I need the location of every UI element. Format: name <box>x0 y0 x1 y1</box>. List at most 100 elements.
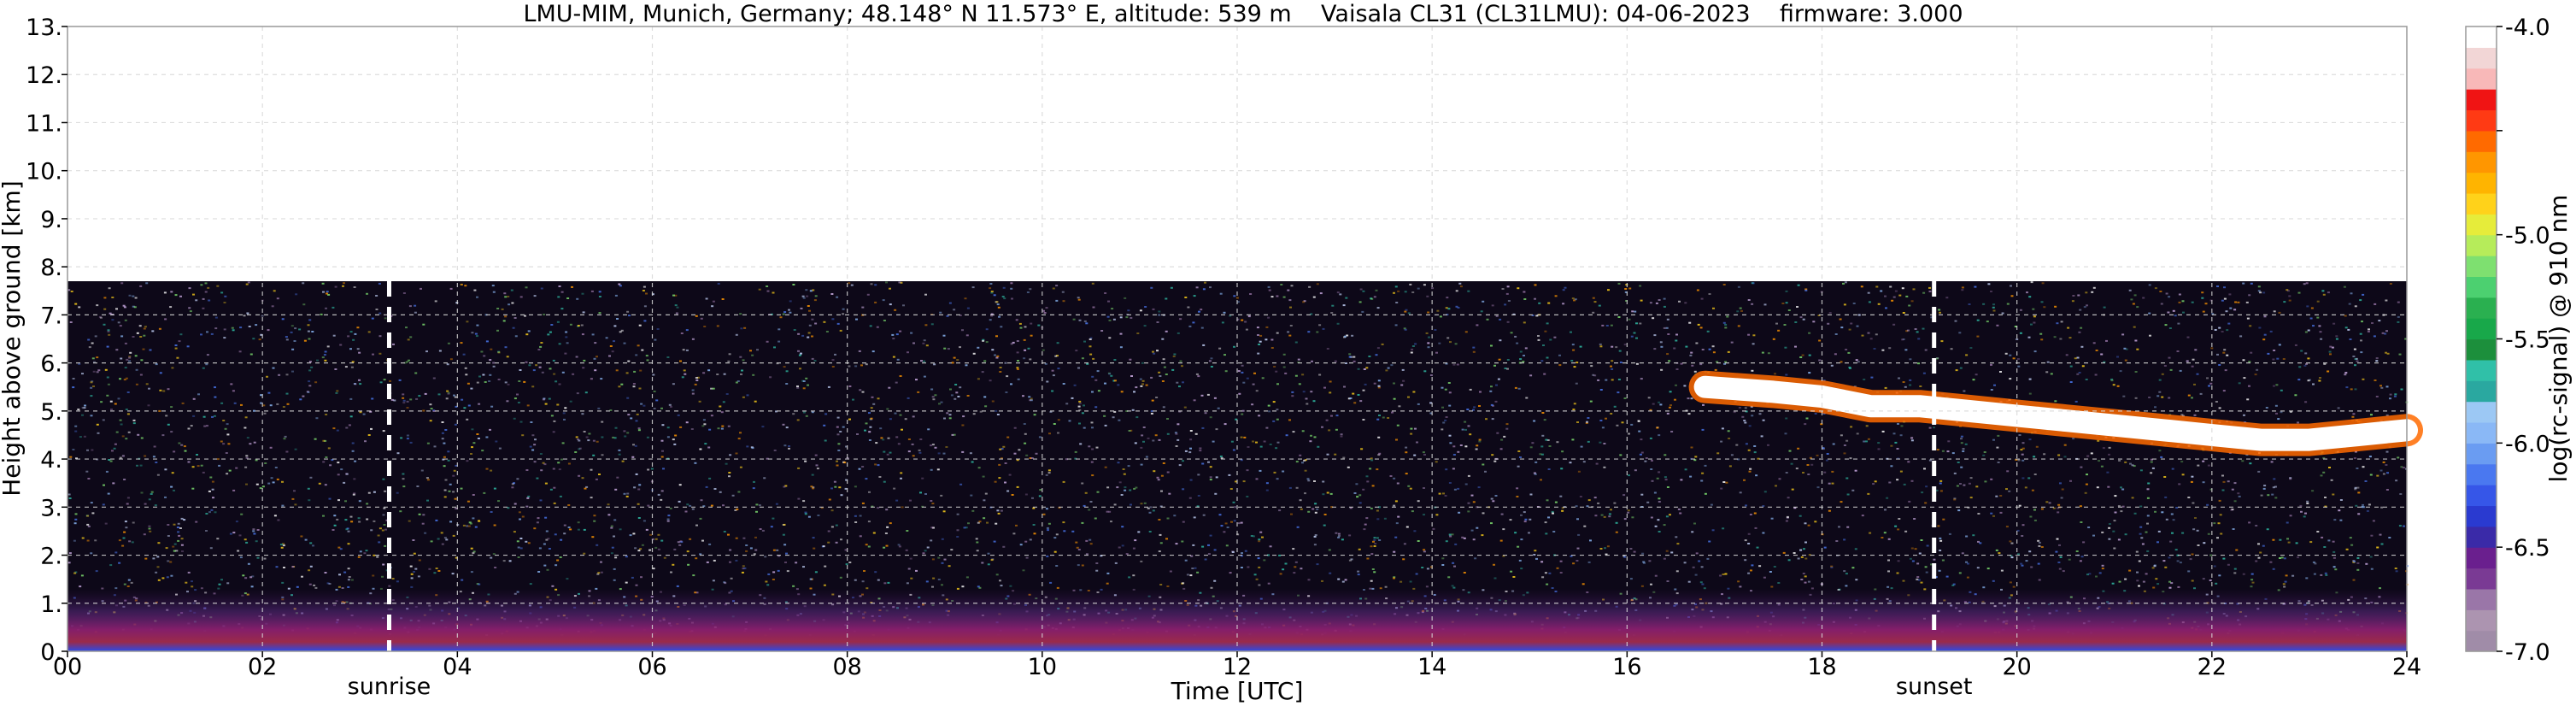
noise-speck <box>755 503 759 506</box>
noise-speck <box>2158 391 2162 393</box>
noise-speck <box>1467 502 1470 504</box>
noise-speck <box>2284 580 2287 583</box>
noise-speck <box>2272 568 2275 570</box>
noise-speck <box>892 338 895 340</box>
noise-speck <box>1587 417 1590 419</box>
noise-speck <box>1939 482 1942 485</box>
noise-speck <box>1425 332 1429 334</box>
noise-speck <box>1449 535 1452 538</box>
noise-speck <box>1027 347 1030 350</box>
noise-speck <box>1279 573 1282 575</box>
noise-speck <box>455 464 458 467</box>
noise-speck <box>977 467 981 469</box>
noise-speck <box>694 462 697 464</box>
noise-speck <box>1652 403 1655 405</box>
noise-speck <box>2251 581 2255 584</box>
noise-speck <box>543 463 547 466</box>
noise-speck <box>1385 369 1388 372</box>
noise-speck <box>94 539 97 542</box>
noise-speck <box>543 564 547 567</box>
noise-speck <box>674 294 678 297</box>
noise-speck <box>1748 425 1752 427</box>
noise-speck <box>547 538 550 540</box>
noise-speck <box>1276 383 1279 385</box>
noise-speck <box>1983 451 1986 453</box>
noise-speck <box>1015 319 1018 321</box>
noise-speck <box>1257 352 1260 355</box>
noise-speck <box>1464 331 1468 333</box>
noise-speck <box>740 327 743 330</box>
noise-speck <box>1365 367 1369 369</box>
noise-speck <box>1047 472 1051 474</box>
noise-speck <box>1002 286 1006 289</box>
noise-speck <box>1630 423 1634 426</box>
noise-speck <box>1100 555 1103 557</box>
noise-speck <box>1953 472 1957 474</box>
noise-speck <box>2130 298 2133 301</box>
noise-speck <box>668 403 672 406</box>
noise-speck <box>1077 564 1080 567</box>
noise-speck <box>2133 512 2137 515</box>
noise-speck <box>220 291 224 294</box>
noise-speck <box>1965 354 1969 356</box>
noise-speck <box>1540 561 1544 563</box>
noise-speck <box>326 345 330 348</box>
noise-speck <box>202 367 205 369</box>
noise-speck <box>1467 474 1470 477</box>
noise-speck <box>1284 372 1288 374</box>
noise-speck <box>886 408 889 410</box>
noise-speck <box>1010 287 1013 290</box>
noise-speck <box>113 447 116 450</box>
noise-speck <box>2092 286 2096 289</box>
noise-speck <box>1139 378 1142 380</box>
noise-speck <box>1370 457 1373 460</box>
noise-speck <box>2062 570 2065 573</box>
noise-speck <box>1095 562 1099 564</box>
noise-speck <box>963 527 966 529</box>
noise-speck <box>1867 332 1870 334</box>
noise-speck <box>1743 479 1746 481</box>
noise-speck <box>1498 358 1501 361</box>
noise-speck <box>517 402 520 403</box>
noise-speck <box>1922 372 1926 374</box>
noise-speck <box>293 340 296 342</box>
noise-speck <box>1373 571 1376 574</box>
noise-speck <box>107 492 110 495</box>
noise-speck <box>1687 413 1691 415</box>
noise-speck <box>1491 304 1494 307</box>
noise-speck <box>2263 333 2267 336</box>
noise-speck <box>1990 512 1993 515</box>
noise-speck <box>1189 574 1193 577</box>
noise-speck <box>2278 344 2281 346</box>
noise-speck <box>1023 338 1026 341</box>
noise-speck <box>181 402 185 404</box>
noise-speck <box>217 587 220 590</box>
noise-speck <box>660 407 663 409</box>
noise-speck <box>68 497 72 499</box>
noise-speck <box>443 442 446 444</box>
noise-speck <box>986 521 989 524</box>
noise-speck <box>428 568 431 570</box>
noise-speck <box>766 584 770 586</box>
noise-speck <box>1855 359 1858 362</box>
noise-speck <box>1458 282 1462 285</box>
noise-speck <box>1118 419 1121 421</box>
noise-speck <box>1464 445 1468 448</box>
noise-speck <box>993 540 996 543</box>
noise-speck <box>348 424 351 427</box>
noise-speck <box>157 579 161 581</box>
noise-speck <box>641 544 644 546</box>
noise-speck <box>985 341 989 344</box>
noise-speck <box>1799 356 1803 358</box>
noise-speck <box>1629 578 1633 580</box>
noise-speck <box>1221 321 1224 324</box>
noise-speck <box>1583 525 1587 527</box>
noise-speck <box>1425 585 1429 588</box>
noise-speck <box>1353 360 1356 362</box>
noise-speck <box>1736 310 1740 313</box>
noise-speck <box>497 500 500 503</box>
noise-speck <box>600 571 603 574</box>
noise-speck <box>817 515 820 516</box>
noise-speck <box>1747 543 1751 544</box>
noise-speck <box>1781 303 1785 304</box>
